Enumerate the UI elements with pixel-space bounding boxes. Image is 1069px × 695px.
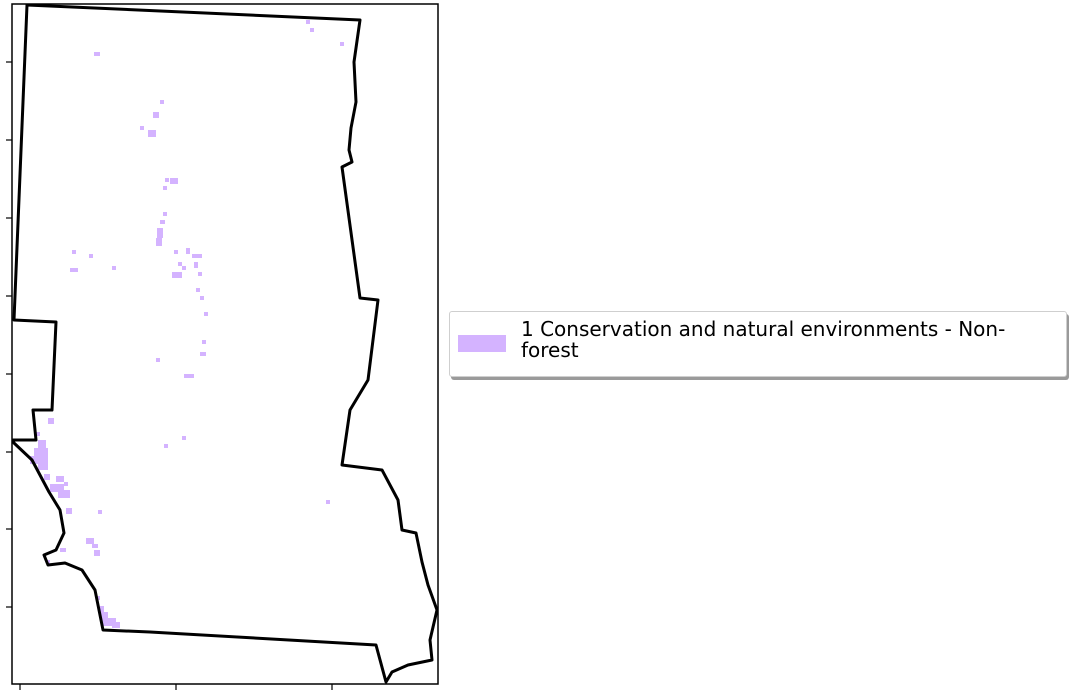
conservation-cell	[174, 250, 178, 254]
x-axis-ticks	[19, 684, 333, 690]
conservation-cell	[94, 52, 100, 56]
conservation-cell	[165, 178, 169, 182]
conservation-cell	[340, 42, 344, 46]
conservation-cell	[172, 272, 182, 278]
y-axis-ticks	[6, 61, 12, 608]
conservation-cell	[70, 268, 78, 272]
map-frame	[11, 3, 439, 685]
conservation-cell	[100, 606, 104, 612]
conservation-cell	[89, 254, 93, 258]
conservation-cell	[164, 444, 168, 448]
conservation-cell	[163, 212, 167, 216]
conservation-cells-layer	[30, 20, 344, 628]
conservation-cell	[56, 476, 64, 482]
conservation-cell	[160, 220, 165, 224]
conservation-cell	[112, 266, 116, 270]
conservation-cell	[182, 436, 186, 440]
conservation-cell	[194, 262, 198, 268]
conservation-cell	[86, 538, 94, 544]
conservation-cell	[98, 510, 102, 514]
conservation-cell	[140, 126, 144, 130]
legend-swatch	[458, 335, 506, 352]
conservation-cell	[94, 550, 100, 556]
conservation-cell	[178, 262, 182, 266]
conservation-cell	[60, 548, 66, 552]
conservation-cell	[66, 508, 72, 514]
conservation-cell	[102, 618, 116, 626]
conservation-cell	[160, 100, 164, 104]
conservation-cell	[50, 484, 64, 492]
map-axes	[6, 3, 439, 690]
conservation-cell	[157, 228, 163, 238]
conservation-cell	[184, 374, 194, 378]
conservation-cell	[112, 622, 120, 628]
conservation-cell	[192, 254, 202, 258]
conservation-cell	[58, 490, 70, 498]
conservation-cell	[186, 248, 190, 254]
conservation-cell	[92, 544, 98, 548]
conservation-cell	[64, 482, 68, 486]
conservation-cell	[310, 28, 314, 32]
conservation-cell	[200, 352, 206, 356]
conservation-cell	[156, 358, 160, 362]
conservation-cell	[202, 340, 206, 344]
conservation-cell	[30, 456, 48, 464]
legend: 1 Conservation and natural environments …	[449, 311, 1067, 377]
conservation-cell	[38, 440, 46, 448]
conservation-cell	[34, 448, 48, 456]
conservation-cell	[170, 178, 178, 184]
conservation-cell	[182, 266, 186, 270]
conservation-cell	[72, 250, 76, 254]
conservation-cell	[306, 20, 310, 24]
conservation-cell	[148, 130, 156, 137]
conservation-cell	[153, 112, 159, 118]
conservation-cell	[196, 288, 200, 292]
conservation-cell	[100, 612, 108, 618]
conservation-cell	[36, 432, 40, 436]
conservation-cell	[204, 312, 208, 316]
conservation-cell	[200, 296, 204, 300]
conservation-cell	[48, 418, 54, 424]
conservation-cell	[38, 464, 48, 470]
region-boundary	[11, 3, 439, 684]
conservation-cell	[44, 474, 50, 480]
conservation-cell	[198, 272, 202, 276]
legend-label: 1 Conservation and natural environments …	[521, 317, 1006, 362]
conservation-cell	[326, 500, 330, 504]
conservation-cell	[163, 186, 167, 190]
conservation-cell	[156, 238, 162, 246]
